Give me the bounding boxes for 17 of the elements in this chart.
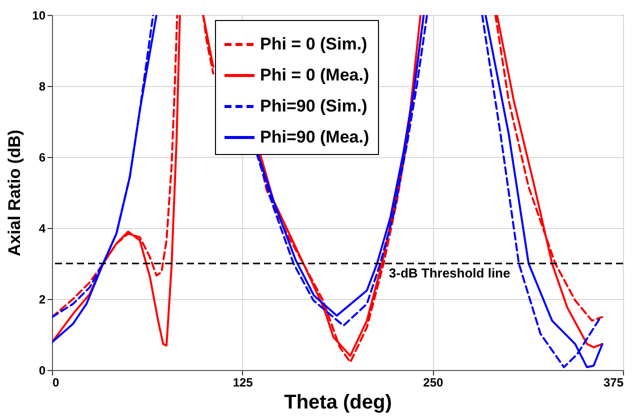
y-tick-label: 10 — [32, 8, 46, 22]
y-tick-label: 0 — [38, 364, 46, 378]
y-tick-label: 8 — [38, 80, 46, 94]
y-axis-title: Axial Ratio (dB) — [5, 130, 24, 256]
x-tick-label: 250 — [423, 376, 444, 390]
legend-label: Phi=90 (Mea.) — [260, 128, 370, 146]
x-tick-label: 125 — [232, 376, 254, 390]
y-tick-label: 2 — [38, 292, 46, 306]
legend-label: Phi=90 (Sim.) — [260, 96, 368, 116]
y-tick-label: 6 — [38, 150, 46, 164]
ref-line-label: 3-dB Threshold line — [388, 266, 510, 280]
legend-label: Phi = 0 (Mea.) — [260, 66, 370, 84]
x-tick-label: 0 — [52, 376, 60, 390]
x-tick-label: 375 — [603, 376, 624, 390]
y-tick-label: 4 — [38, 222, 46, 236]
legend-label: Phi = 0 (Sim.) — [260, 34, 368, 54]
x-axis-title: Theta (deg) — [284, 392, 392, 414]
